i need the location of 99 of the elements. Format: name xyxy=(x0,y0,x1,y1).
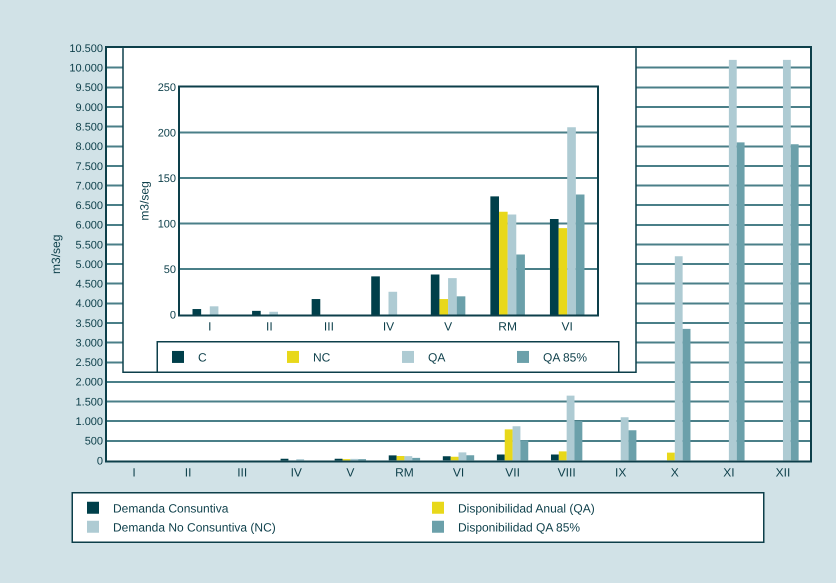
bar xyxy=(574,421,582,460)
bar xyxy=(628,430,636,460)
x-tick-label: X xyxy=(670,466,679,480)
bar xyxy=(558,228,568,314)
bar xyxy=(558,451,567,460)
legend-label: Disponibilidad Anual (QA) xyxy=(458,501,595,516)
x-tick-label: VIII xyxy=(558,466,576,480)
bar xyxy=(466,455,474,460)
y-tick-label: 200 xyxy=(158,128,176,140)
x-tick-label: VI xyxy=(562,320,573,334)
bar xyxy=(516,254,525,314)
bar xyxy=(210,306,218,314)
x-tick-label: V xyxy=(444,320,452,334)
x-tick-label: V xyxy=(346,466,354,480)
bar xyxy=(666,452,675,460)
bar xyxy=(790,144,799,460)
x-tick-label: IV xyxy=(382,320,394,334)
bar xyxy=(782,60,791,460)
bar xyxy=(490,196,500,314)
bar xyxy=(520,440,528,460)
x-tick-label: IX xyxy=(615,466,626,480)
bar xyxy=(396,456,404,460)
legend-label: QA 85% xyxy=(543,350,588,365)
x-tick-label: IV xyxy=(290,466,302,480)
legend-label: NC xyxy=(313,350,331,365)
x-tick-label: II xyxy=(184,466,192,480)
bar xyxy=(728,60,737,460)
bar xyxy=(550,454,559,460)
y-tick-label: 2.500 xyxy=(76,357,104,370)
y-tick-label: 1.000 xyxy=(76,416,104,428)
bar xyxy=(512,426,520,460)
y-tick-label: 10.000 xyxy=(69,62,104,75)
bar xyxy=(458,452,466,460)
bar xyxy=(576,194,584,314)
bar xyxy=(499,212,508,314)
bar xyxy=(567,127,576,314)
y-tick-label: 8.000 xyxy=(76,141,104,154)
y-tick-label: 100 xyxy=(158,218,176,230)
y-tick-label: 7.000 xyxy=(76,180,104,192)
bar xyxy=(448,278,457,314)
y-tick-label: 50 xyxy=(164,264,176,276)
y-tick-label: 1.500 xyxy=(76,396,104,408)
legend-label: Demanda Consuntiva xyxy=(113,501,229,516)
bar xyxy=(682,328,690,460)
x-tick-label: III xyxy=(237,466,248,480)
y-tick-label: 2.000 xyxy=(76,376,104,389)
bar xyxy=(456,296,466,314)
bar xyxy=(371,276,380,314)
y-tick-label: 5.500 xyxy=(76,239,104,252)
y-tick-label: 3.500 xyxy=(76,318,104,330)
y-tick-label: 4.000 xyxy=(76,298,104,310)
legend-label: Demanda No Consuntiva (NC) xyxy=(113,520,276,534)
x-tick-label: I xyxy=(208,320,212,334)
bar xyxy=(388,455,397,460)
x-tick-label: RM xyxy=(395,466,414,480)
y-tick-label: 0 xyxy=(170,309,176,322)
bar xyxy=(674,256,683,460)
bar xyxy=(620,417,629,460)
bar xyxy=(439,299,448,314)
legend-label: Disponibilidad QA 85% xyxy=(458,520,580,534)
legend-label: C xyxy=(198,350,207,365)
x-tick-label: XII xyxy=(776,466,790,480)
y-axis-title: m3/seg xyxy=(49,234,64,274)
y-tick-label: 7.500 xyxy=(76,160,104,173)
bar xyxy=(736,142,745,460)
y-tick-label: 500 xyxy=(84,436,104,448)
bar xyxy=(404,456,412,460)
legend-label: QA xyxy=(428,350,446,365)
bar xyxy=(504,429,513,460)
y-tick-label: 150 xyxy=(158,173,176,186)
bar xyxy=(550,219,559,314)
y-tick-label: 4.500 xyxy=(76,278,104,291)
y-tick-label: 250 xyxy=(158,82,176,94)
y-tick-label: 6.500 xyxy=(76,200,104,212)
x-tick-label: RM xyxy=(498,320,517,334)
y-tick-label: 3.000 xyxy=(76,337,104,350)
bar xyxy=(312,299,320,314)
bar xyxy=(430,274,440,314)
y-tick-label: 9.000 xyxy=(76,102,104,114)
y-tick-label: 8.500 xyxy=(76,121,104,134)
y-tick-label: 5.000 xyxy=(76,258,104,271)
y-tick-label: 10.500 xyxy=(69,42,104,55)
x-tick-label: VI xyxy=(452,466,464,480)
x-tick-label: VII xyxy=(505,466,520,480)
y-axis-title: m3/seg xyxy=(137,181,152,221)
x-tick-label: III xyxy=(324,320,334,334)
bar xyxy=(388,292,398,314)
y-tick-label: 0 xyxy=(96,455,104,468)
x-tick-label: XI xyxy=(723,466,735,480)
bar xyxy=(192,309,202,314)
bar xyxy=(252,310,261,314)
bar xyxy=(269,312,278,314)
y-tick-label: 9.500 xyxy=(76,82,104,94)
x-tick-label: II xyxy=(266,320,273,334)
bar xyxy=(450,456,458,460)
y-tick-label: 6.000 xyxy=(76,220,104,232)
bar xyxy=(508,214,516,314)
x-tick-label: I xyxy=(132,466,136,480)
bar xyxy=(566,396,574,460)
